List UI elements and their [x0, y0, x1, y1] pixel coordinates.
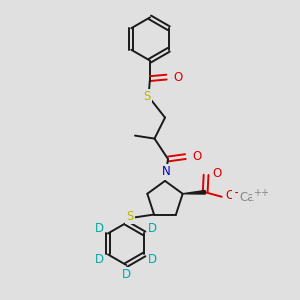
- Polygon shape: [183, 190, 205, 194]
- Text: D: D: [148, 222, 157, 235]
- Text: O: O: [173, 70, 182, 84]
- Text: O: O: [192, 150, 201, 163]
- Text: S: S: [126, 210, 134, 223]
- Text: D: D: [148, 253, 157, 266]
- Text: O: O: [212, 167, 221, 180]
- Text: −: −: [234, 187, 244, 200]
- Text: N: N: [162, 165, 171, 178]
- Text: D: D: [95, 222, 104, 235]
- Text: ++: ++: [253, 188, 269, 198]
- Text: D: D: [122, 268, 131, 281]
- Text: D: D: [95, 253, 104, 266]
- Text: O: O: [225, 189, 235, 203]
- Text: Ca: Ca: [240, 191, 255, 204]
- Text: S: S: [143, 90, 151, 103]
